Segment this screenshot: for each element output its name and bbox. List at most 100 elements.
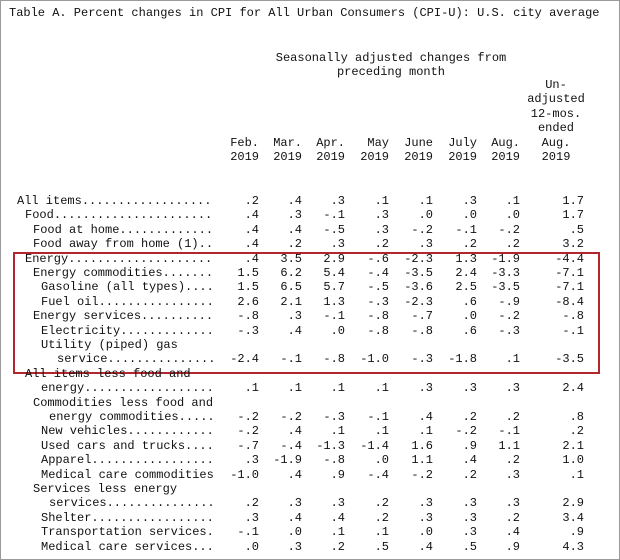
cell-value: -7.1 (555, 266, 584, 280)
cell-value: .4 (287, 194, 302, 208)
cell-value: -.7 (411, 309, 433, 324)
column-header: 12-mos. (530, 106, 582, 121)
cell-value: .4 (244, 251, 259, 266)
row-label: Fuel oil (41, 295, 214, 309)
cell-value: -3.5 (555, 352, 584, 367)
cell-value: .3 (462, 510, 477, 525)
cell-value: .5 (462, 539, 477, 554)
column-header: Un- (545, 78, 567, 92)
cell-value: .2 (244, 496, 259, 511)
cell-value: .4 (418, 410, 433, 424)
cell-value: -.8 (323, 453, 345, 468)
cell-value: -.2 (498, 222, 520, 237)
cell-value: .3 (374, 222, 389, 237)
cell-value: -7.1 (555, 280, 584, 295)
cell-value: -1.0 (360, 352, 389, 367)
row-label: Gasoline (all types) (41, 280, 214, 294)
cell-value: -.2 (280, 410, 302, 424)
cell-value: -.8 (367, 323, 389, 338)
cell-value: 2.4 (562, 381, 584, 396)
row-label: energy commodities (49, 410, 214, 424)
cell-value: .3 (462, 525, 477, 540)
column-header: 2019 (448, 150, 477, 164)
cell-value: -.2 (237, 424, 259, 439)
cell-value: -.8 (237, 309, 259, 324)
cell-value: 6.2 (280, 266, 302, 280)
cell-value: .2 (505, 453, 520, 468)
column-header: July (448, 135, 477, 150)
cell-value: .4 (244, 208, 259, 223)
cell-value: 1.5 (237, 266, 259, 280)
cell-value: -.1 (367, 410, 389, 424)
cell-value: -.1 (323, 309, 345, 324)
row-label: Commodities less food and (33, 395, 214, 410)
cell-value: .5 (374, 539, 389, 554)
cell-value: -.2 (455, 424, 477, 439)
cell-value: .3 (330, 496, 345, 511)
cell-value: .3 (330, 237, 345, 252)
cell-value: .3 (287, 496, 302, 511)
cell-value: -1.8 (448, 352, 477, 367)
cell-value: .4 (287, 424, 302, 439)
cell-value: -.8 (323, 352, 345, 367)
cell-value: 1.3 (455, 251, 477, 266)
cell-value: .1 (374, 194, 389, 208)
cell-value: -.1 (280, 352, 302, 367)
cell-value: .9 (569, 525, 584, 540)
cell-value: 1.6 (411, 438, 433, 453)
cell-value: .3 (462, 194, 477, 208)
cell-value: .3 (505, 496, 520, 511)
cell-value: .1 (374, 424, 389, 439)
cell-value: .1 (330, 525, 345, 540)
column-header: Aug. (491, 135, 520, 150)
cell-value: -3.5 (404, 266, 433, 280)
cell-value: -.1 (562, 323, 584, 338)
cell-value: .0 (244, 539, 259, 554)
group-header: Seasonally adjusted changes from (275, 51, 507, 65)
cell-value: .2 (569, 424, 584, 439)
cell-value: -.8 (411, 323, 433, 338)
row-label: Energy services (33, 309, 214, 323)
cell-value: -3.3 (491, 266, 520, 280)
cell-value: .2 (374, 237, 389, 252)
row-label: Energy (25, 252, 214, 266)
cell-value: 1.5 (237, 280, 259, 295)
cell-value: 1.7 (562, 208, 584, 223)
cell-value: 3.2 (562, 237, 584, 252)
row-label: Used cars and trucks (41, 439, 214, 453)
cell-value: 2.5 (455, 280, 477, 295)
cell-value: .1 (418, 194, 433, 208)
column-header: June (404, 135, 433, 150)
cell-value: .8 (569, 410, 584, 424)
row-label: Transportation services (41, 525, 214, 539)
cell-value: -.4 (367, 467, 389, 482)
cell-value: -.1 (237, 525, 259, 540)
cell-value: .0 (330, 323, 345, 338)
cell-value: -8.4 (555, 294, 584, 309)
cell-value: -.1 (455, 222, 477, 237)
cell-value: -.2 (498, 309, 520, 324)
cell-value: .6 (462, 294, 477, 309)
cell-value: -.3 (498, 323, 520, 338)
row-label: Services less energy (33, 482, 178, 496)
cell-value: .3 (287, 208, 302, 223)
cell-value: .4 (462, 453, 477, 468)
cell-value: .3 (244, 510, 259, 525)
cell-value: .3 (462, 381, 477, 396)
row-label: Apparel (41, 453, 214, 467)
cell-value: -.2 (411, 467, 433, 482)
cell-value: .0 (462, 208, 477, 223)
cell-value: 2.9 (323, 251, 345, 266)
column-header: 2019 (491, 150, 520, 164)
cell-value: -.8 (367, 309, 389, 324)
cell-value: .4 (287, 467, 302, 482)
cell-value: .3 (418, 381, 433, 396)
cell-value: 2.9 (562, 496, 584, 511)
cell-value: .0 (505, 208, 520, 223)
row-label: Medical care services (41, 540, 214, 554)
cell-value: -1.3 (316, 438, 345, 453)
cell-value: -.2 (411, 222, 433, 237)
cell-value: -3.6 (404, 280, 433, 295)
cell-value: .0 (462, 309, 477, 324)
column-header: ended (537, 121, 574, 136)
